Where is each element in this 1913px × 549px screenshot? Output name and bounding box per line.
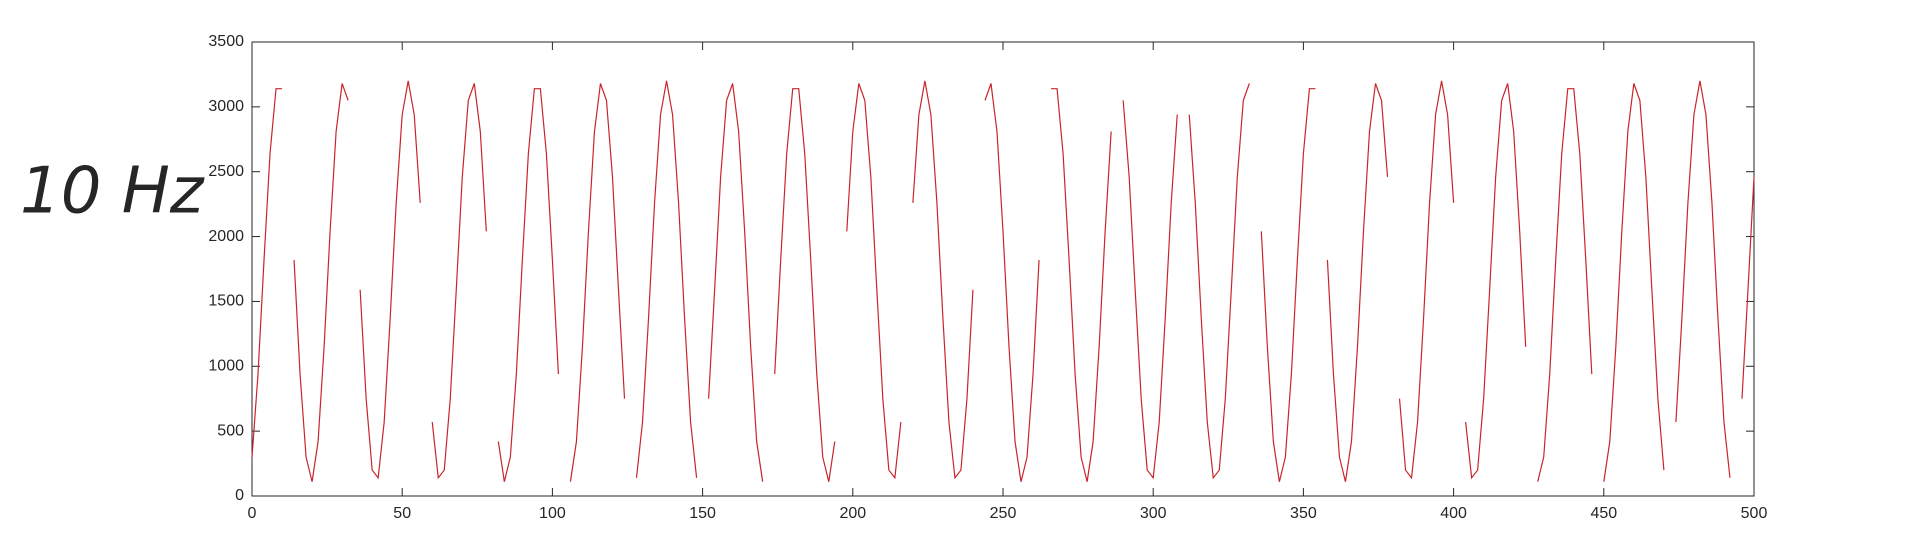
x-tick-label: 350 (1290, 505, 1317, 522)
y-tick-label: 2500 (208, 163, 244, 180)
x-tick-label: 300 (1140, 505, 1167, 522)
series-line (251, 80, 1755, 482)
y-tick-label: 0 (235, 487, 244, 504)
x-tick-label: 500 (1741, 505, 1768, 522)
x-tick-label: 250 (990, 505, 1017, 522)
x-tick-label: 450 (1590, 505, 1617, 522)
x-tick-label: 50 (393, 505, 411, 522)
x-tick-label: 400 (1440, 505, 1467, 522)
x-tick-label: 100 (539, 505, 566, 522)
x-tick-label: 150 (689, 505, 716, 522)
y-tick-label: 3000 (208, 98, 244, 115)
plot-box (251, 41, 1755, 497)
x-tick-label: 0 (248, 505, 257, 522)
y-tick-label: 1000 (208, 358, 244, 375)
y-tick-label: 1500 (208, 293, 244, 310)
y-tick-label: 3500 (208, 33, 244, 50)
y-tick-label: 2000 (208, 228, 244, 245)
annotation: 10 Hz (20, 155, 205, 229)
x-tick-label: 200 (839, 505, 866, 522)
y-tick-label: 500 (217, 422, 244, 439)
